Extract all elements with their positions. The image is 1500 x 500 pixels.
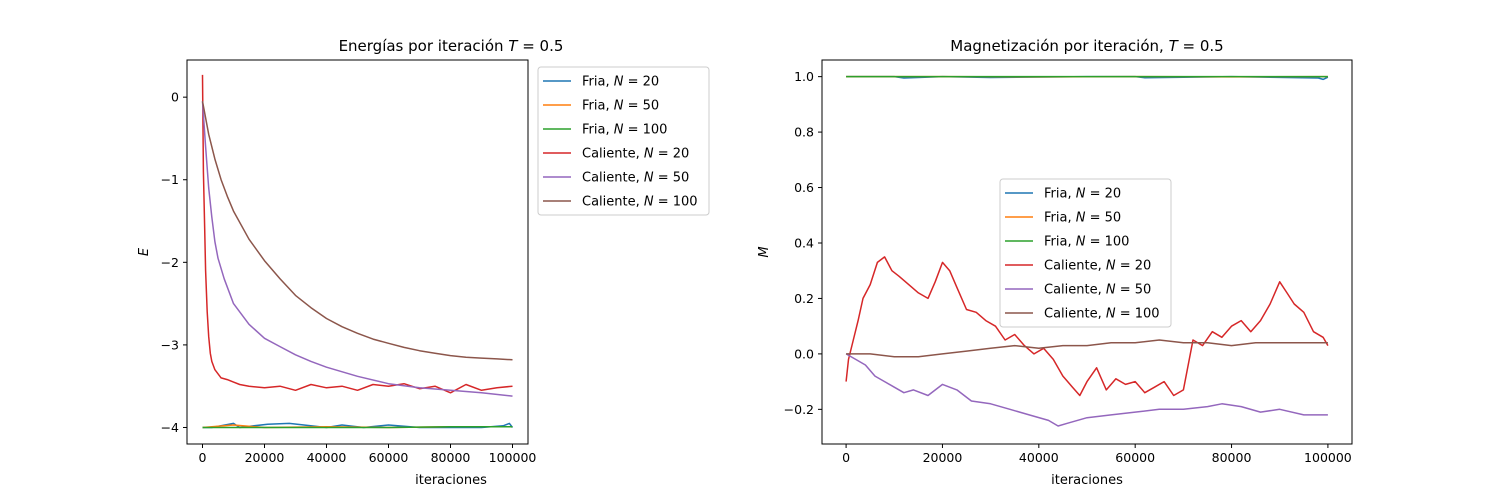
energy-x-tick-label: 80000 <box>431 450 471 465</box>
energy-plot-area <box>201 74 514 429</box>
magnetization-x-tick-label: 0 <box>842 450 850 465</box>
energy-legend-label: Fria, N = 100 <box>582 123 667 138</box>
energy-x-axis-label: iteraciones <box>415 473 487 488</box>
energy-x-tick-label: 100000 <box>489 450 537 465</box>
magnetization-legend-label: Fria, N = 100 <box>1044 235 1129 250</box>
magnetization-series-line-6 <box>846 339 1328 358</box>
energy-legend-box <box>537 66 710 216</box>
magnetization-x-tick-label: 60000 <box>1115 450 1155 465</box>
energy-chart-title: Energías por iteración T = 0.5 <box>339 37 564 55</box>
magnetization-legend-box <box>999 178 1172 328</box>
magnetization-legend-label: Caliente, N = 20 <box>1044 259 1151 274</box>
energy-series-line-6 <box>201 101 513 361</box>
magnetization-y-tick-label: −0.2 <box>784 402 814 417</box>
energy-x-tick-label: 40000 <box>307 450 347 465</box>
magnetization-y-tick-label: 0.2 <box>794 291 814 306</box>
energy-chart: Energías por iteración T = 0.5 iteracion… <box>137 37 710 488</box>
energy-series-line-3 <box>202 425 513 429</box>
magnetization-x-tick-label: 40000 <box>1019 450 1059 465</box>
magnetization-axes-frame <box>821 59 1353 445</box>
magnetization-legend-label: Fria, N = 20 <box>1044 187 1121 202</box>
magnetization-y-tick-label: 0.4 <box>794 235 814 250</box>
magnetization-legend-label: Caliente, N = 50 <box>1044 283 1151 298</box>
magnetization-plot-area <box>845 75 1329 427</box>
magnetization-legend-label: Fria, N = 50 <box>1044 211 1121 226</box>
magnetization-x-tick-label: 100000 <box>1304 450 1352 465</box>
energy-legend-label: Fria, N = 20 <box>582 75 659 90</box>
magnetization-x-tick-label: 20000 <box>923 450 963 465</box>
magnetization-x-axis-label: iteraciones <box>1051 473 1123 488</box>
energy-x-tick-label: 0 <box>199 450 207 465</box>
magnetization-y-tick-label: 0.6 <box>794 180 814 195</box>
energy-legend-label: Fria, N = 50 <box>582 99 659 114</box>
energy-axes-frame <box>186 59 529 445</box>
energy-y-tick-label: −2 <box>161 255 179 270</box>
energy-y-tick-label: −1 <box>161 172 179 187</box>
energy-legend: Fria, N = 20 Fria, N = 50 Fria, N = 100 Cal… <box>537 66 710 216</box>
magnetization-series-line-4 <box>845 256 1329 397</box>
magnetization-chart-title: Magnetización por iteración, T = 0.5 <box>950 37 1223 55</box>
energy-legend-label: Caliente, N = 20 <box>582 147 689 162</box>
energy-y-tick-label: 0 <box>171 90 179 105</box>
magnetization-chart: Magnetización por iteración, T = 0.5 ite… <box>757 37 1353 488</box>
magnetization-series-line-5 <box>845 353 1328 427</box>
energy-x-tick-label: 20000 <box>245 450 285 465</box>
magnetization-y-axis-label: M <box>757 246 772 257</box>
energy-y-axis-label: E <box>137 247 152 256</box>
energy-x-tick-label: 60000 <box>369 450 409 465</box>
energy-y-tick-label: −3 <box>161 337 179 352</box>
energy-legend-label: Caliente, N = 100 <box>582 195 698 210</box>
magnetization-y-tick-label: 0.8 <box>794 125 814 140</box>
magnetization-legend: Fria, N = 20 Fria, N = 50 Fria, N = 100 Cal… <box>999 178 1172 328</box>
magnetization-y-tick-label: 0.0 <box>794 346 814 361</box>
magnetization-legend-label: Caliente, N = 100 <box>1044 307 1160 322</box>
energy-y-tick-label: −4 <box>161 420 179 435</box>
energy-series-line-5 <box>201 101 513 397</box>
energy-series-line-4 <box>201 74 513 394</box>
magnetization-x-tick-label: 80000 <box>1212 450 1252 465</box>
magnetization-y-tick-label: 1.0 <box>794 69 814 84</box>
energy-legend-label: Caliente, N = 50 <box>582 171 689 186</box>
